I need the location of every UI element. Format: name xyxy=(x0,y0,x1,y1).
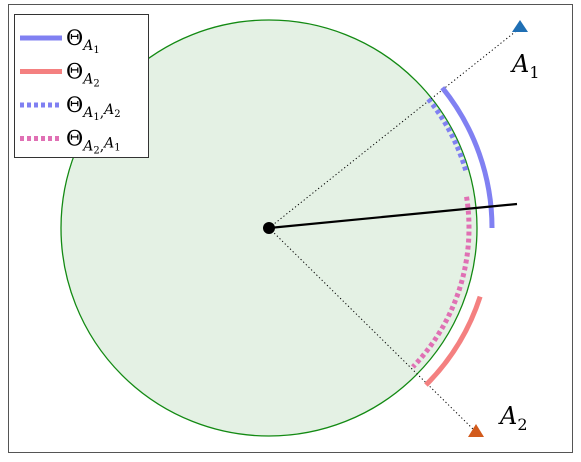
legend-subscript: A xyxy=(81,105,93,121)
legend-subscript: 1 xyxy=(114,143,120,154)
legend-subscript: , xyxy=(100,139,104,155)
point-letter: A xyxy=(498,402,517,430)
legend-symbol: Θ xyxy=(66,60,83,84)
direction-line xyxy=(268,202,518,230)
point-index: 1 xyxy=(529,63,539,82)
legend-subscript: A xyxy=(102,102,114,118)
point-index: 2 xyxy=(517,415,527,434)
legend-symbol: Θ xyxy=(66,127,83,151)
legend-label: ΘA2 xyxy=(66,60,100,90)
arcs xyxy=(411,86,495,387)
point-letter: A xyxy=(510,50,529,78)
legend-subscript: 2 xyxy=(114,109,120,120)
point-label: A1 xyxy=(510,50,540,82)
arc xyxy=(411,196,472,369)
legend-subscript: A xyxy=(81,72,93,88)
legend-subscript: , xyxy=(100,105,104,121)
legend-symbol: Θ xyxy=(66,26,83,50)
legend-label: ΘA1 xyxy=(66,26,100,56)
sight-line-a1 xyxy=(268,27,521,229)
arc xyxy=(424,295,483,387)
anchor-a1 xyxy=(512,20,528,32)
point-label: A2 xyxy=(498,402,528,434)
anchor-a2 xyxy=(468,424,484,437)
center-point xyxy=(263,222,275,234)
legend-subscript: A xyxy=(81,38,93,54)
legend-subscript: 2 xyxy=(93,79,99,90)
legend-label: ΘA2,A1 xyxy=(66,127,121,157)
legend-label: ΘA1,A2 xyxy=(66,93,121,123)
sight-line-a2 xyxy=(268,227,477,433)
legend-symbol: Θ xyxy=(66,93,83,117)
legend-subscript: 1 xyxy=(93,45,99,56)
legend-subscript: 1 xyxy=(93,112,99,123)
legend-box xyxy=(14,14,149,158)
legend-subscript: A xyxy=(81,139,93,155)
legend-subscript: A xyxy=(102,136,114,152)
legend-subscript: 2 xyxy=(93,146,99,157)
arc xyxy=(440,86,495,229)
